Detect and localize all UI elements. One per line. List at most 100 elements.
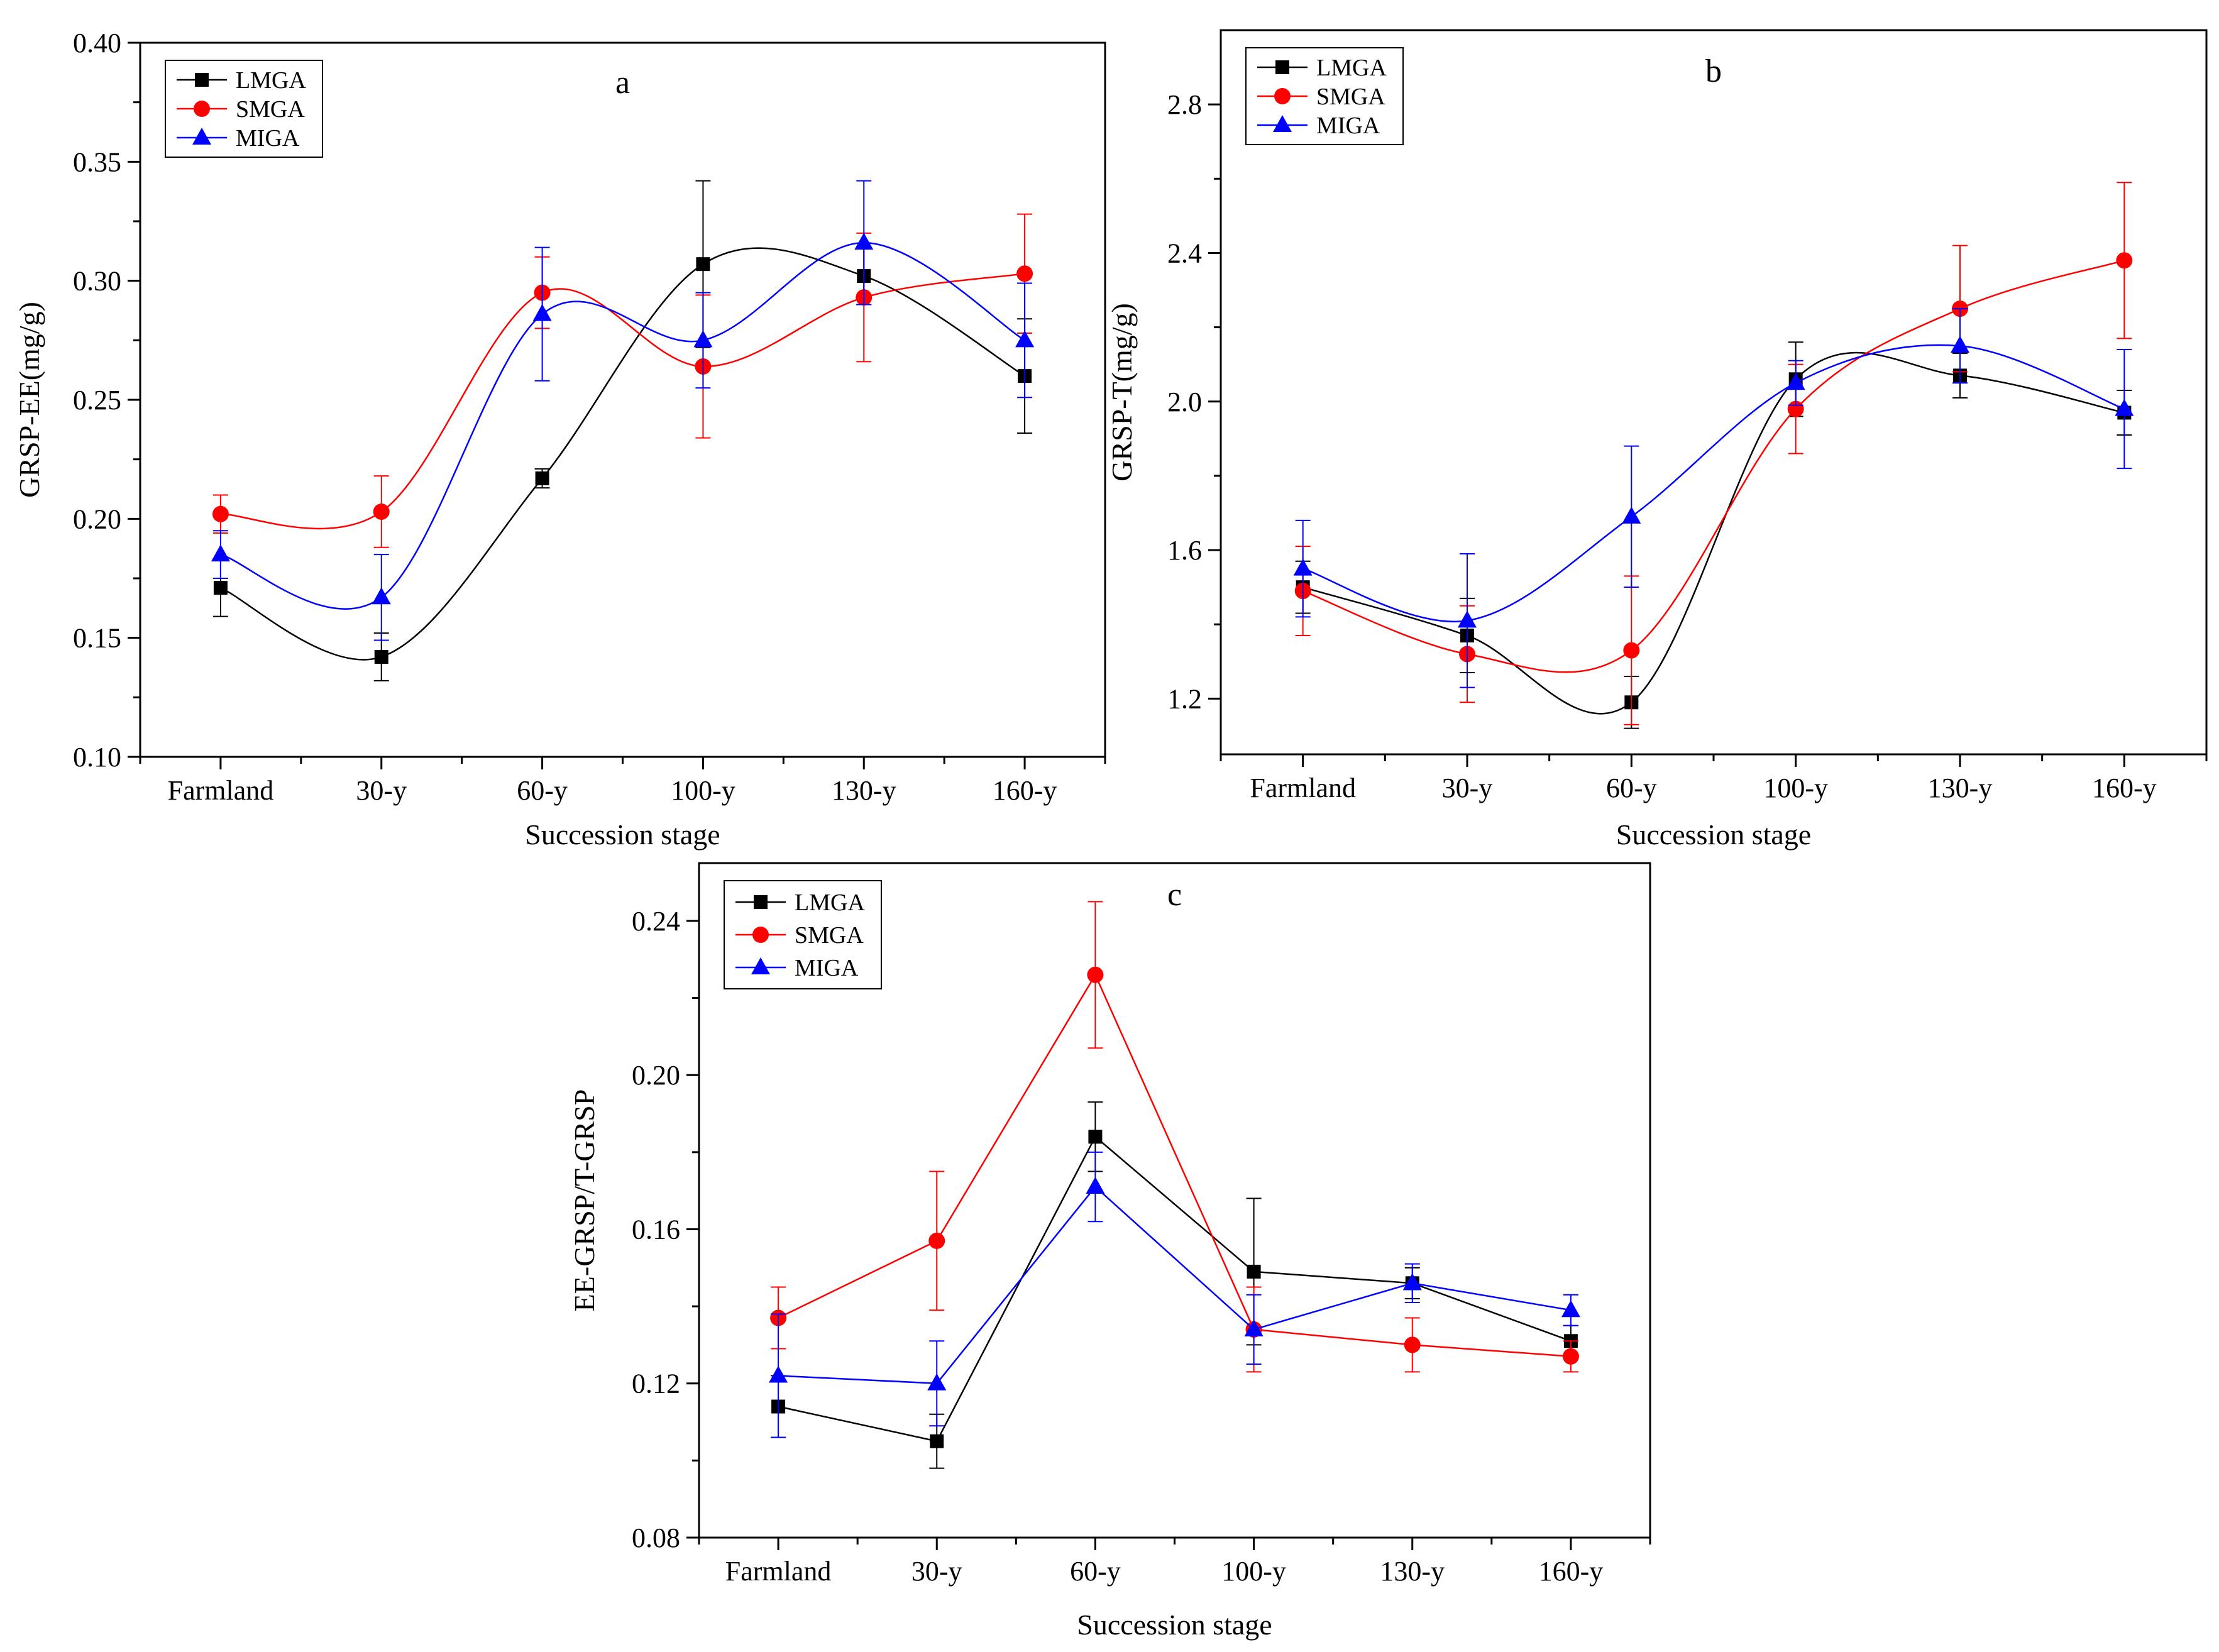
data-point-lmga [535,471,549,485]
data-point-miga [532,304,552,321]
y-axis-title-b: GRSP-T(mg/g) [1106,303,1138,482]
legend-marker [1275,60,1289,74]
x-tick-label-a: 100-y [671,775,735,806]
panel-b-chart: 1.2 1.6 2.0 2.4 2.8 Farmland 30-y 60-y 100-y 130-… [1106,29,2208,851]
legend-marker [754,895,768,909]
data-point-miga [2115,399,2134,416]
series-line-lmga [778,1135,1572,1443]
legend-entry-lmga: LMGA [177,67,306,94]
data-point-smga [373,503,390,520]
legend-entry-lmga: LMGA [1257,55,1387,81]
data-point-miga [1458,610,1477,628]
data-point-miga [1786,373,1805,390]
legend-label: LMGA [236,67,306,94]
y-tick-label-c: 0.20 [632,1060,680,1091]
data-point-lmga [696,257,710,272]
series-line-miga [778,1186,1572,1384]
data-point-miga [372,587,391,605]
legend-marker [1273,115,1292,132]
panel-letter-b: b [1705,53,1722,89]
x-axis-title-b: Succession stage [1616,818,1811,851]
data-point-miga [1402,1273,1422,1291]
data-point-smga [1623,642,1640,659]
x-tick-label-a: 30-y [356,775,407,806]
data-point-miga [927,1373,947,1390]
legend-b: LMGA SMGA MIGA [1245,47,1404,145]
legend-entry-miga: MIGA [735,955,859,981]
series-miga-a [211,180,1035,641]
x-tick-label-b: 100-y [1763,773,1828,803]
x-tick-label-a: 160-y [993,775,1057,806]
legend-marker [752,927,769,943]
legend-label: MIGA [236,125,300,151]
data-point-smga [1087,966,1104,983]
x-tick-label-c: 100-y [1221,1556,1286,1587]
legend-entry-lmga: LMGA [735,889,865,916]
y-tick-label-c: 0.12 [632,1368,680,1399]
legend-marker [195,73,209,87]
y-tick-label-a: 0.40 [73,28,121,58]
data-point-smga [212,505,229,522]
data-point-smga [1016,265,1033,282]
y-tick-label-b: 1.2 [1167,683,1202,714]
data-point-miga [1015,330,1035,348]
series-line-smga [778,973,1571,1358]
data-point-miga [211,544,230,562]
data-point-smga [928,1232,945,1249]
y-tick-label-a: 0.30 [73,266,121,297]
panel-letter-c: c [1167,877,1182,913]
x-axis-title-c: Succession stage [1077,1609,1272,1641]
legend-label: MIGA [795,955,859,981]
series-smga-c [770,901,1579,1373]
series-miga-c [769,1151,1580,1438]
x-tick-label-a: 130-y [832,775,896,806]
legend-entry-smga: SMGA [177,96,305,123]
y-tick-label-a: 0.15 [73,623,121,654]
data-point-miga [1622,506,1641,524]
series-line-smga [1302,260,2125,673]
data-point-smga [1562,1348,1579,1365]
data-point-miga [693,330,713,348]
y-axis-title-c: EE-GRSP/T-GRSP [568,1089,600,1312]
y-tick-label-a: 0.10 [73,742,121,773]
data-point-miga [1561,1300,1580,1318]
y-tick-label-c: 0.24 [632,906,680,937]
data-point-smga [1404,1336,1421,1353]
legend-entry-miga: MIGA [177,125,300,151]
data-point-lmga [930,1434,944,1448]
legend-label: SMGA [236,96,305,123]
y-tick-label-a: 0.35 [73,146,121,177]
legend-entry-smga: SMGA [1257,84,1385,110]
data-point-miga [854,233,874,250]
y-tick-label-a: 0.25 [73,385,121,416]
legend-label: SMGA [795,922,864,949]
x-tick-label-c: 130-y [1380,1556,1445,1587]
x-tick-label-a: Farmland [168,775,274,806]
panel-c-chart: 0.08 0.12 0.16 0.20 0.24 Farmland 30-y 60-y 100-… [568,862,1651,1641]
x-tick-label-b: 60-y [1606,773,1657,803]
data-point-lmga [1247,1264,1261,1279]
series-smga-b [1294,182,2133,725]
panel-a-chart: 0.10 0.15 0.20 0.25 0.30 0.35 0.40 Farmland 30-y… [13,28,1106,851]
data-point-smga [2116,252,2133,269]
y-tick-label-c: 0.08 [632,1523,680,1553]
legend-marker [194,101,210,117]
x-tick-label-c: 60-y [1070,1556,1121,1587]
y-tick-label-c: 0.16 [632,1214,680,1245]
legend-label: MIGA [1316,113,1380,139]
x-tick-label-c: Farmland [725,1556,832,1587]
x-tick-label-b: Farmland [1250,773,1356,803]
legend-label: LMGA [1316,55,1387,81]
x-tick-label-c: 30-y [911,1556,962,1587]
legend-entry-miga: MIGA [1257,113,1380,139]
legend-label: SMGA [1316,84,1385,110]
legend-label: LMGA [795,889,865,916]
data-point-lmga [1088,1130,1103,1144]
legend-marker [751,957,770,974]
x-tick-label-b: 130-y [1928,773,1993,803]
legend-entry-smga: SMGA [735,922,864,949]
y-tick-label-b: 2.8 [1167,89,1202,120]
series-miga-b [1293,308,2134,688]
panel-letter-a: a [615,65,630,101]
